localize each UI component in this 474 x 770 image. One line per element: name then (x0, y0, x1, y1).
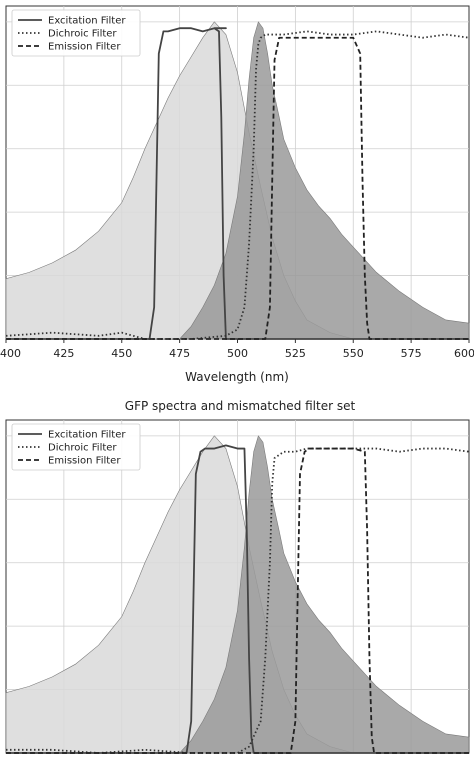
x-tick-label: 550 (343, 347, 364, 360)
legend-entry: Excitation Filter (48, 430, 126, 441)
series-line-dichroic-filter (5, 30, 470, 340)
series-line-excitation-filter (6, 444, 469, 754)
lines-top (5, 27, 470, 340)
chart-top: 400 425 450 475 500 525 550 575 600 Wavelength (… (0, 5, 474, 384)
x-tick-label: 575 (401, 347, 422, 360)
legend-entry: Dichroic Filter (48, 443, 117, 454)
series-line-emission-filter (6, 36, 469, 340)
ticks-top: 400 425 450 475 500 525 550 575 600 (0, 339, 474, 360)
x-tick-label: 525 (285, 347, 306, 360)
x-tick-label: 600 (454, 347, 474, 360)
legend-top: Excitation Filter Dichroic Filter Emission… (11, 9, 141, 57)
series-line-excitation-filter (6, 27, 469, 340)
legend-box (11, 423, 141, 471)
spectrum-area-1 (178, 435, 470, 754)
lines-bottom (6, 444, 470, 754)
legend-entry: Dichroic Filter (48, 29, 117, 40)
legend-box (11, 9, 141, 57)
x-tick-label: 475 (169, 347, 190, 360)
legend-entry: Emission Filter (48, 456, 121, 467)
x-tick-label: 400 (0, 347, 21, 360)
legend-entry: Excitation Filter (48, 16, 126, 27)
x-tick-label: 425 (53, 347, 74, 360)
spectrum-area-1 (178, 21, 470, 340)
areas-top (5, 21, 470, 340)
chart-bottom: GFP spectra and mismatched filter set Ex… (5, 399, 470, 754)
chart-title-bottom: GFP spectra and mismatched filter set (125, 399, 356, 413)
areas-bottom (5, 435, 470, 754)
x-tick-label: 500 (227, 347, 248, 360)
series-line-emission-filter (6, 447, 469, 754)
series-line-dichroic-filter (6, 447, 470, 754)
legend-bottom: Excitation Filter Dichroic Filter Emission… (11, 423, 141, 471)
x-axis-label-top: Wavelength (nm) (185, 370, 289, 384)
legend-entry: Emission Filter (48, 42, 121, 53)
x-tick-label: 450 (111, 347, 132, 360)
